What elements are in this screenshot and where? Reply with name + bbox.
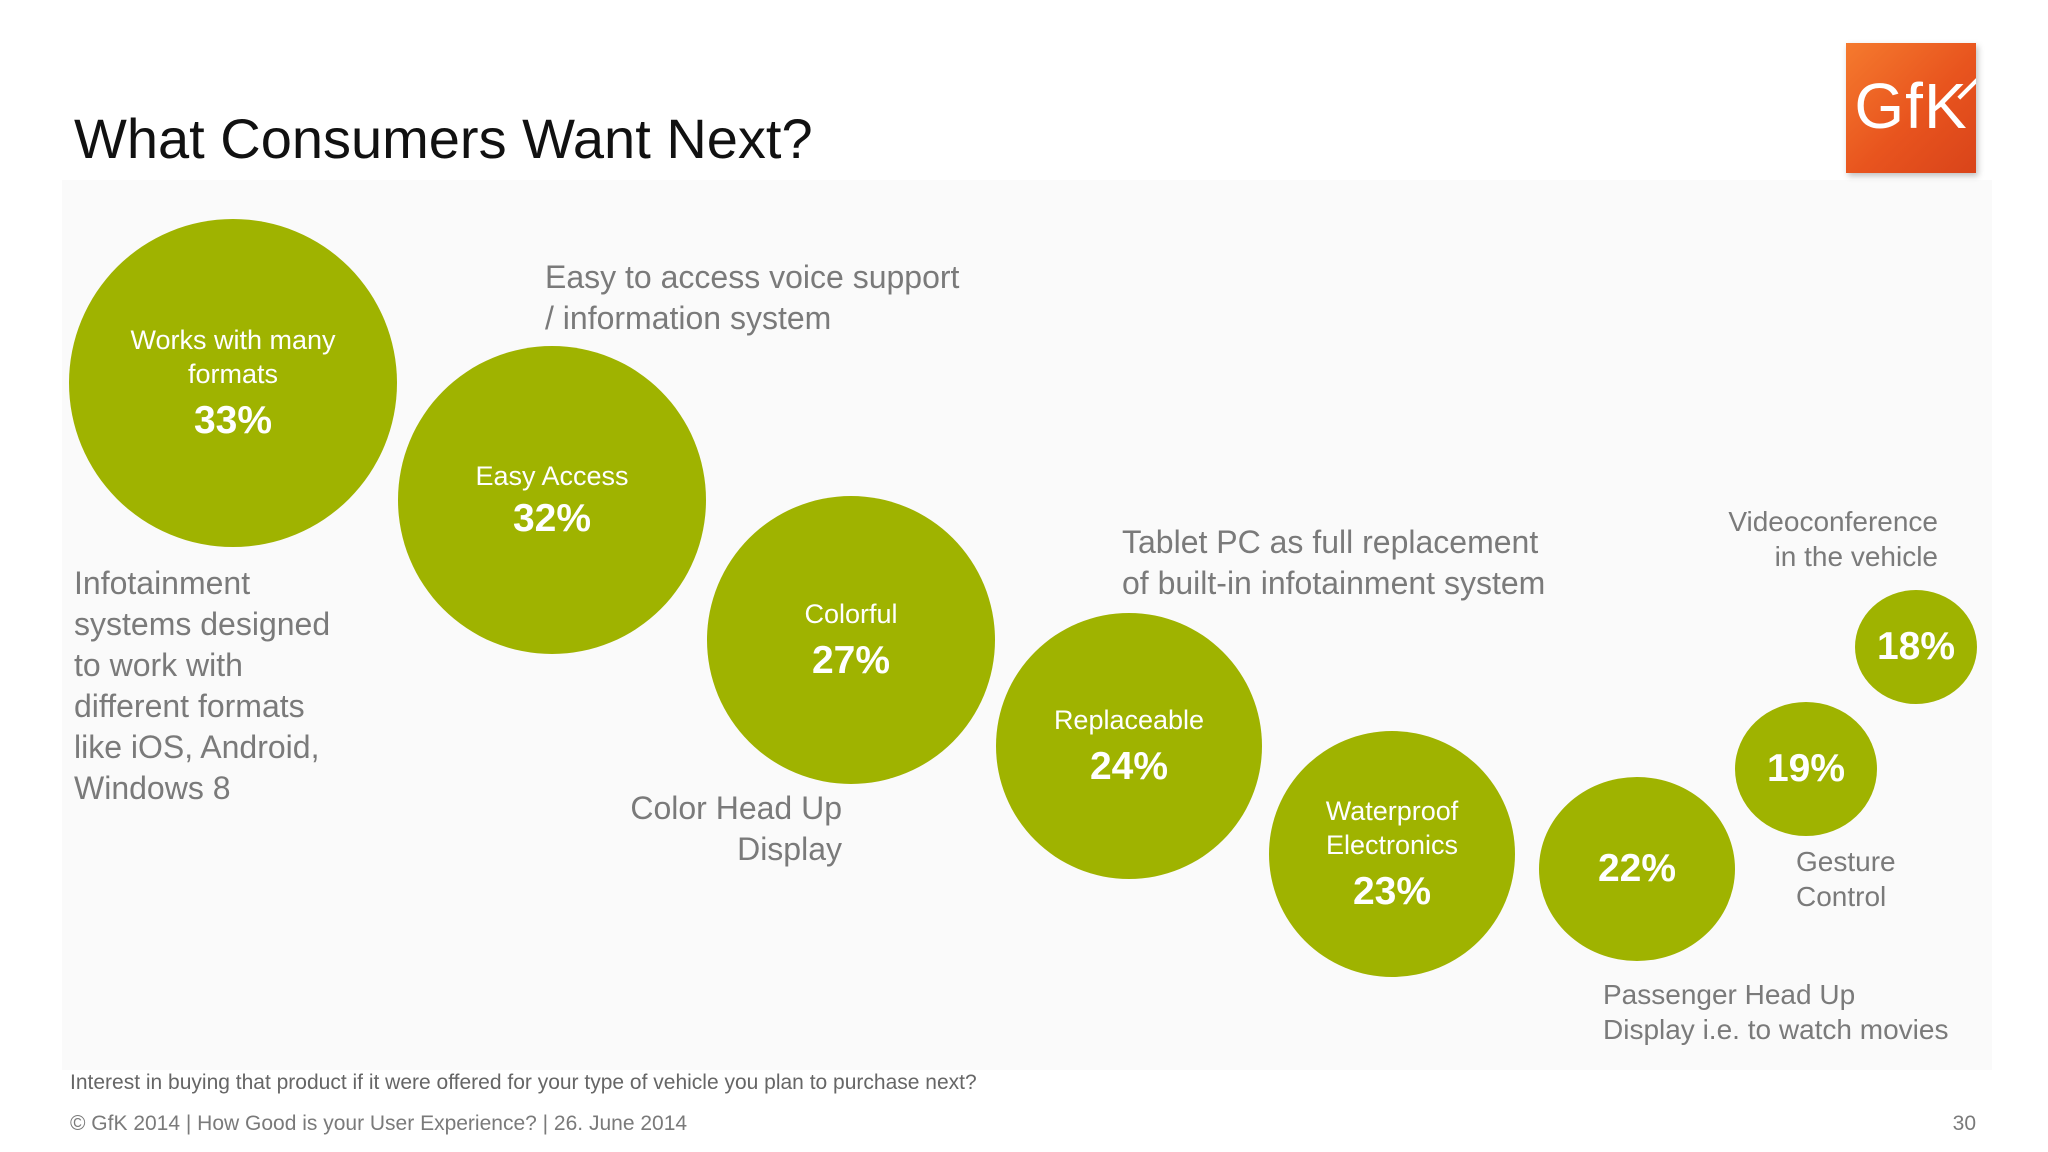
description-gesture-control: Gesture Control — [1796, 846, 1896, 912]
bubble-value: 19% — [1766, 747, 1846, 790]
bubble-value: 18% — [1876, 625, 1956, 668]
page-number: 30 — [1952, 1112, 1976, 1135]
bubble-gesture-control: 19% — [1735, 702, 1877, 836]
bubble-value: 24% — [1089, 745, 1169, 788]
bubble-value: 32% — [512, 497, 592, 540]
bubble-label: Waterproof Electronics — [1325, 796, 1459, 860]
bubble-replaceable: Replaceable 24% — [996, 613, 1262, 879]
gfk-logo: GfK — [1846, 43, 1976, 173]
bubble-waterproof-electronics: Waterproof Electronics 23% — [1269, 731, 1515, 977]
bubble-easy-access: Easy Access 32% — [398, 346, 706, 654]
description-videoconference: Videoconference in the vehicle — [1728, 506, 1938, 572]
description-passenger-head-up: Passenger Head Up Display i.e. to watch … — [1603, 979, 1949, 1045]
bubble-value: 23% — [1352, 870, 1432, 913]
bubble-value: 33% — [193, 399, 273, 442]
bubble-label: Works with many formats — [130, 325, 336, 389]
bubble-label: Easy Access — [475, 461, 629, 491]
bubble-value: 27% — [811, 639, 891, 682]
bubble-label: Colorful — [804, 599, 898, 629]
bubble-label: Replaceable — [1053, 705, 1205, 735]
bubble-colorful: Colorful 27% — [707, 496, 995, 784]
bubble-works-with-many-formats: Works with many formats 33% — [69, 219, 397, 547]
copyright-footer: © GfK 2014 | How Good is your User Exper… — [70, 1112, 688, 1135]
survey-question-footnote: Interest in buying that product if it we… — [70, 1071, 977, 1094]
bubble-videoconference: 18% — [1855, 590, 1977, 704]
description-color-head-up: Color Head Up Display — [630, 790, 842, 867]
page-title: What Consumers Want Next? — [74, 107, 813, 170]
description-voice-support: Easy to access voice support / informati… — [545, 259, 960, 336]
description-tablet-pc: Tablet PC as full replacement of built-i… — [1122, 524, 1546, 601]
description-infotainment-formats: Infotainment systems designed to work wi… — [74, 565, 331, 806]
logo-text: GfK — [1854, 70, 1968, 142]
bubble-value: 22% — [1597, 847, 1677, 890]
bubble-passenger-head-up: 22% — [1539, 777, 1735, 961]
